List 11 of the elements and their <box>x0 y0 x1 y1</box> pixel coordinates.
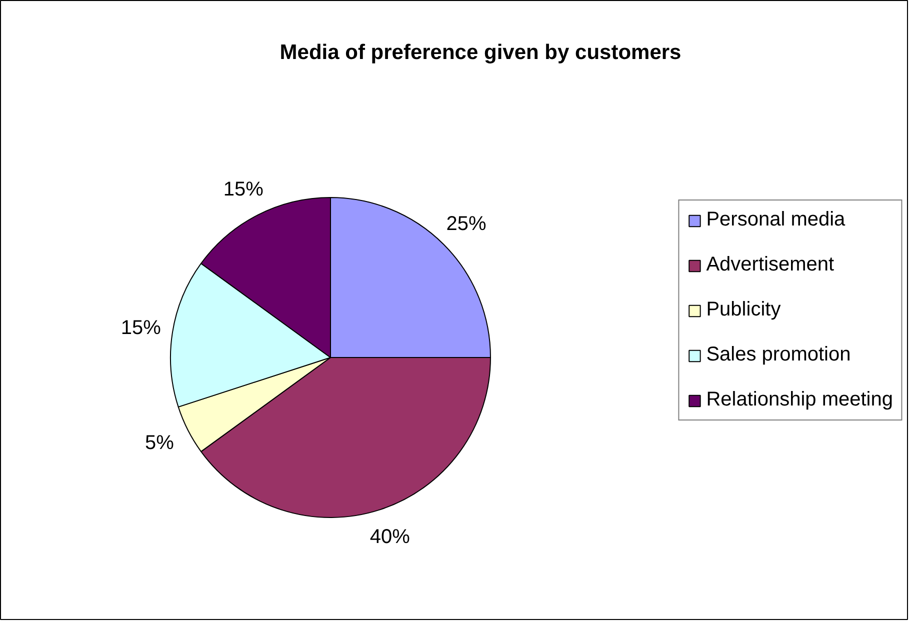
legend-label: Sales promotion <box>706 344 851 366</box>
legend-label: Relationship meeting <box>706 388 893 412</box>
legend-label: Advertisement <box>706 254 834 276</box>
data-label: 25% <box>446 213 486 235</box>
legend-label: Personal media <box>706 208 846 232</box>
data-label: 15% <box>120 316 162 339</box>
data-label: 40% <box>370 526 410 548</box>
legend-label: Publicity <box>706 298 781 322</box>
chart-title: Media of preference given by customers <box>280 41 682 64</box>
data-label: 15% <box>223 178 264 200</box>
data-label: 5% <box>144 432 174 454</box>
